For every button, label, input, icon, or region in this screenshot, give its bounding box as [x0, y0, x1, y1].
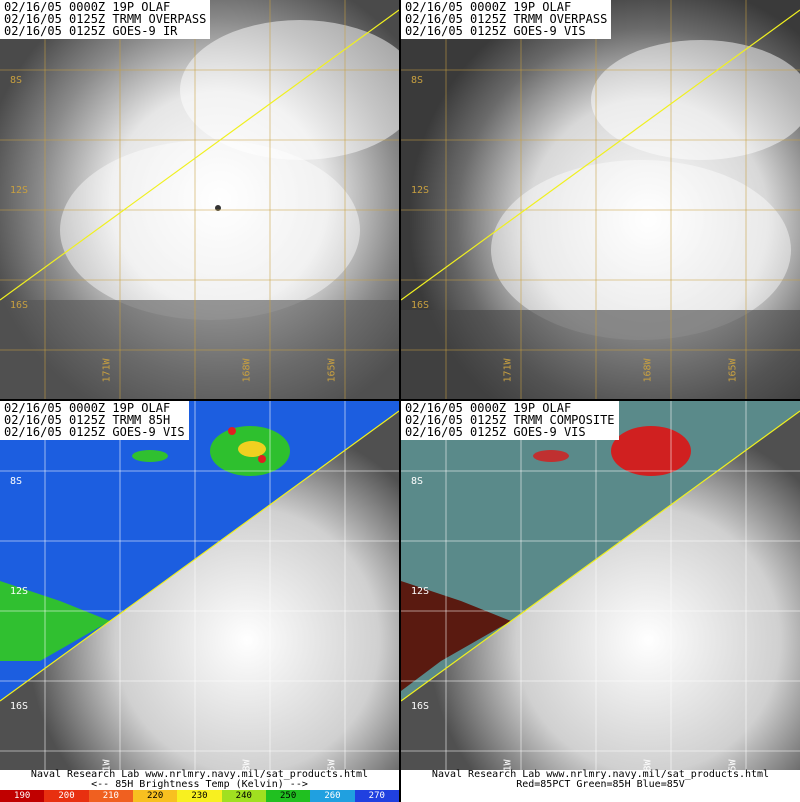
footer-right-legend: Red=85PCT Green=85H Blue=85V — [516, 779, 685, 790]
longitude-label: 165W — [326, 358, 338, 383]
panel-header-line: 02/16/05 0125Z GOES-9 VIS — [4, 425, 185, 439]
latitude-label: 16S — [411, 300, 430, 311]
footer-left-scale-title: <-- 85H Brightness Temp (Kelvin) --> — [91, 779, 308, 790]
panel-header-line: 02/16/05 0125Z TRMM COMPOSITE — [405, 413, 615, 427]
scale-swatch: 220 — [132, 790, 178, 802]
vis-panel: 8S 12S 16S 171W 168W 165W 02/16/05 0000Z 19P O… — [401, 0, 800, 399]
vis-image — [401, 0, 800, 399]
trmm-track-line — [0, 410, 399, 702]
latitude-label: 12S — [411, 586, 430, 597]
ir-panel: 8S 12S 16S 171W 168W 165W 02/16/05 0000Z 19P O… — [0, 0, 399, 399]
ir-image — [0, 0, 399, 399]
panel-header-line: 02/16/05 0125Z GOES-9 IR — [4, 24, 178, 38]
panel-header-line: 02/16/05 0000Z 19P OLAF — [4, 401, 171, 415]
panel-header-line: 02/16/05 0000Z 19P OLAF — [4, 0, 171, 14]
scale-swatch: 190 — [0, 790, 45, 802]
scale-swatch: 270 — [354, 790, 399, 802]
trmm-85h-image — [0, 401, 399, 800]
panel-header: 02/16/05 0000Z 19P OLAF 02/16/05 0125Z TR… — [401, 401, 619, 440]
panel-header-line: 02/16/05 0000Z 19P OLAF — [405, 0, 572, 14]
latitude-label: 16S — [10, 701, 29, 712]
latitude-label: 16S — [411, 701, 430, 712]
scale-swatch: 240 — [221, 790, 266, 802]
footer-right-credit: Naval Research Lab www.nrlmry.navy.mil/s… — [431, 769, 770, 780]
longitude-label: 168W — [241, 358, 253, 383]
panel-header: 02/16/05 0000Z 19P OLAF 02/16/05 0125Z TR… — [401, 0, 612, 39]
scale-swatch: 260 — [310, 790, 355, 802]
longitude-label: 171W — [502, 358, 514, 383]
scale-swatch: 230 — [177, 790, 222, 802]
panel-header-line: 02/16/05 0125Z TRMM 85H — [4, 413, 171, 427]
scale-swatch: 200 — [44, 790, 89, 802]
panel-header-line: 02/16/05 0125Z TRMM OVERPASS — [4, 12, 207, 26]
latitude-label: 8S — [10, 75, 23, 86]
panel-header: 02/16/05 0000Z 19P OLAF 02/16/05 0125Z TR… — [0, 0, 211, 39]
panel-header-line: 02/16/05 0000Z 19P OLAF — [405, 401, 572, 415]
footer-left-credit: Naval Research Lab www.nrlmry.navy.mil/s… — [30, 769, 369, 780]
panel-header-line: 02/16/05 0125Z TRMM OVERPASS — [405, 12, 608, 26]
latitude-label: 8S — [411, 476, 424, 487]
scale-swatch: 210 — [88, 790, 133, 802]
panel-header: 02/16/05 0000Z 19P OLAF 02/16/05 0125Z TR… — [0, 401, 189, 440]
longitude-label: 168W — [642, 358, 654, 383]
latitude-label: 16S — [10, 300, 29, 311]
color-scale: 190 200 210 220 230 240 250 260 270 — [0, 790, 399, 802]
panel-header-line: 02/16/05 0125Z GOES-9 VIS — [405, 24, 586, 38]
latitude-label: 12S — [10, 586, 29, 597]
panel-header-line: 02/16/05 0125Z GOES-9 VIS — [405, 425, 586, 439]
longitude-label: 165W — [727, 358, 739, 383]
trmm-track-line — [0, 9, 399, 301]
latitude-label: 8S — [10, 476, 23, 487]
latitude-label: 12S — [411, 185, 430, 196]
footer-left: Naval Research Lab www.nrlmry.navy.mil/s… — [0, 770, 399, 790]
latitude-label: 12S — [10, 185, 29, 196]
trmm-track-line — [401, 410, 800, 702]
latitude-label: 8S — [411, 75, 424, 86]
trmm-composite-image — [401, 401, 800, 800]
scale-swatch: 250 — [265, 790, 311, 802]
footer-right: Naval Research Lab www.nrlmry.navy.mil/s… — [401, 770, 800, 802]
trmm-track-line — [401, 9, 800, 301]
longitude-label: 171W — [101, 358, 113, 383]
